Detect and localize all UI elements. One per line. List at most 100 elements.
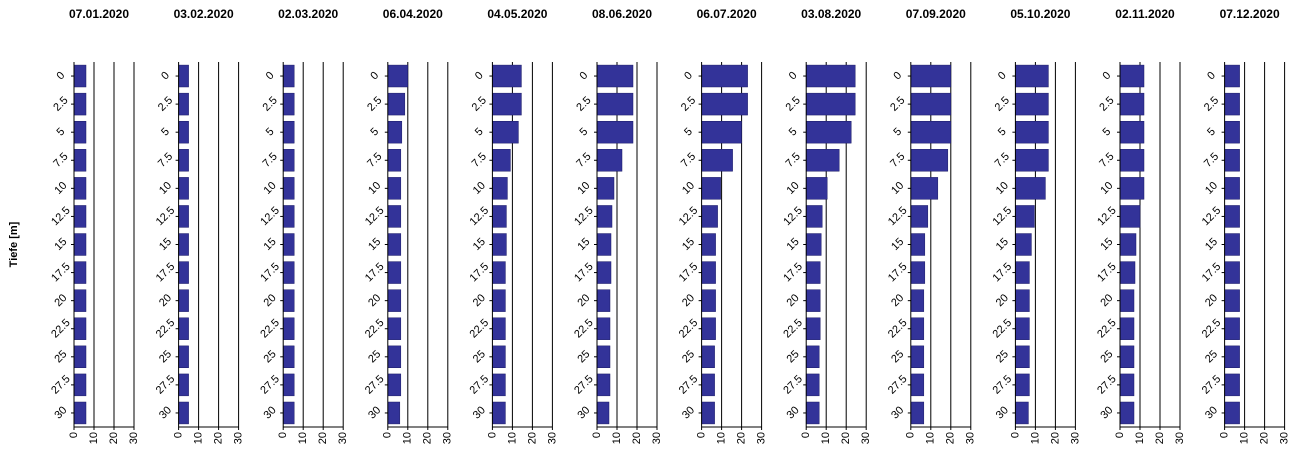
y-tick-label: 17.5: [154, 261, 178, 285]
bar: [282, 401, 295, 425]
panel-2: 03.02.2020 0 2.5 5 7.5 10 12.5 15 17.5 20 22.5 25 27…: [154, 7, 245, 444]
bar: [596, 345, 611, 369]
bar: [387, 373, 402, 397]
y-tick-label: 20: [262, 292, 279, 309]
x-tick-label: 30: [965, 432, 977, 444]
bar: [910, 317, 925, 340]
y-tick-label: 12.5: [781, 205, 805, 229]
y-tick-label: 12.5: [1095, 205, 1119, 229]
bar: [701, 205, 718, 228]
bar: [73, 64, 87, 88]
bar: [178, 177, 189, 200]
y-tick-label: 10: [366, 180, 383, 197]
y-tick-label: 27.5: [363, 373, 387, 397]
bar: [492, 92, 522, 116]
bar: [910, 233, 926, 256]
bar: [701, 401, 715, 425]
bar: [1119, 205, 1141, 228]
bar: [805, 261, 821, 284]
bar: [910, 205, 929, 228]
y-tick-label: 22.5: [49, 317, 73, 341]
panel-title: 08.06.2020: [592, 7, 652, 21]
y-tick-label: 5: [55, 126, 68, 139]
x-tick-label: 20: [213, 432, 225, 444]
y-tick-label: 7.5: [993, 151, 1012, 170]
y-tick-label: 30: [680, 404, 697, 421]
y-tick-label: 27.5: [1200, 373, 1224, 397]
x-tick-label: 10: [716, 432, 728, 444]
y-tick-label: 15: [1203, 236, 1220, 253]
y-tick-label: 17.5: [258, 261, 282, 285]
bar: [492, 401, 506, 425]
bar: [387, 149, 402, 172]
x-tick-label: 0: [1114, 432, 1126, 438]
panel-5: 04.05.2020 0 2.5 5 7.5 10 12.5 15 17.5 20 22.5 25 27…: [468, 7, 559, 444]
bar: [596, 289, 611, 312]
bar: [282, 345, 295, 369]
bar: [1119, 401, 1135, 425]
y-tick-label: 0: [682, 70, 695, 83]
bar: [701, 149, 733, 172]
y-tick-label: 7.5: [156, 151, 175, 170]
bar: [596, 177, 615, 200]
y-tick-label: 22.5: [781, 317, 805, 341]
y-tick-label: 10: [471, 180, 488, 197]
y-tick-label: 2.5: [1097, 94, 1116, 113]
bar: [282, 289, 295, 312]
bar: [701, 177, 721, 200]
bar: [596, 373, 611, 397]
x-tick-label: 20: [1049, 432, 1061, 444]
y-tick-label: 15: [366, 236, 383, 253]
panel-title: 05.10.2020: [1010, 7, 1070, 21]
y-tick-label: 27.5: [991, 373, 1015, 397]
bar: [701, 345, 715, 369]
bar: [805, 120, 852, 144]
bar: [178, 261, 189, 284]
bar: [73, 149, 87, 172]
bar: [1119, 261, 1136, 284]
panel-title: 02.11.2020: [1115, 7, 1175, 21]
bar: [596, 401, 610, 425]
y-tick-label: 0: [264, 70, 277, 83]
y-tick-label: 30: [1203, 404, 1220, 421]
bar: [701, 317, 716, 340]
y-tick-label: 7.5: [574, 151, 593, 170]
y-tick-label: 0: [1205, 70, 1218, 83]
bar: [701, 373, 715, 397]
y-tick-label: 22.5: [572, 317, 596, 341]
panel-4: 06.04.2020 0 2.5 5 7.5 10 12.5 15 17.5 20 22.5 25 27…: [363, 7, 454, 444]
y-tick-label: 17.5: [886, 261, 910, 285]
bar: [387, 261, 402, 284]
y-tick-label: 2.5: [783, 94, 802, 113]
bar: [492, 177, 508, 200]
bar: [1015, 205, 1035, 228]
bar: [1224, 401, 1240, 425]
bar: [282, 120, 295, 144]
x-tick-label: 30: [1174, 432, 1186, 444]
y-tick-label: 10: [575, 180, 592, 197]
y-tick-label: 12.5: [468, 205, 492, 229]
x-tick-label: 10: [925, 432, 937, 444]
bar: [910, 149, 949, 172]
y-tick-label: 22.5: [1200, 317, 1224, 341]
bar: [805, 177, 828, 200]
y-tick-label: 10: [157, 180, 174, 197]
y-tick-label: 27.5: [1095, 373, 1119, 397]
bar: [910, 373, 925, 397]
panel-9: 07.09.2020 0 2.5 5 7.5 10 12.5 15 17.5 20 22.5 25 27…: [886, 7, 977, 444]
y-tick-label: 27.5: [572, 373, 596, 397]
y-tick-label: 27.5: [258, 373, 282, 397]
y-tick-label: 5: [1205, 126, 1218, 139]
panel-12: 07.12.2020 0 2.5 5 7.5 10 12.5 15 17.5 20 22.5 25 27…: [1200, 7, 1291, 444]
x-tick-label: 30: [442, 432, 454, 444]
bar: [282, 317, 295, 340]
bar: [701, 261, 716, 284]
y-tick-label: 30: [262, 404, 279, 421]
y-tick-label: 7.5: [1202, 151, 1221, 170]
y-tick-label: 17.5: [363, 261, 387, 285]
x-tick-label: 20: [422, 432, 434, 444]
bar: [805, 401, 820, 425]
bar: [1119, 345, 1135, 369]
y-tick-label: 20: [366, 292, 383, 309]
